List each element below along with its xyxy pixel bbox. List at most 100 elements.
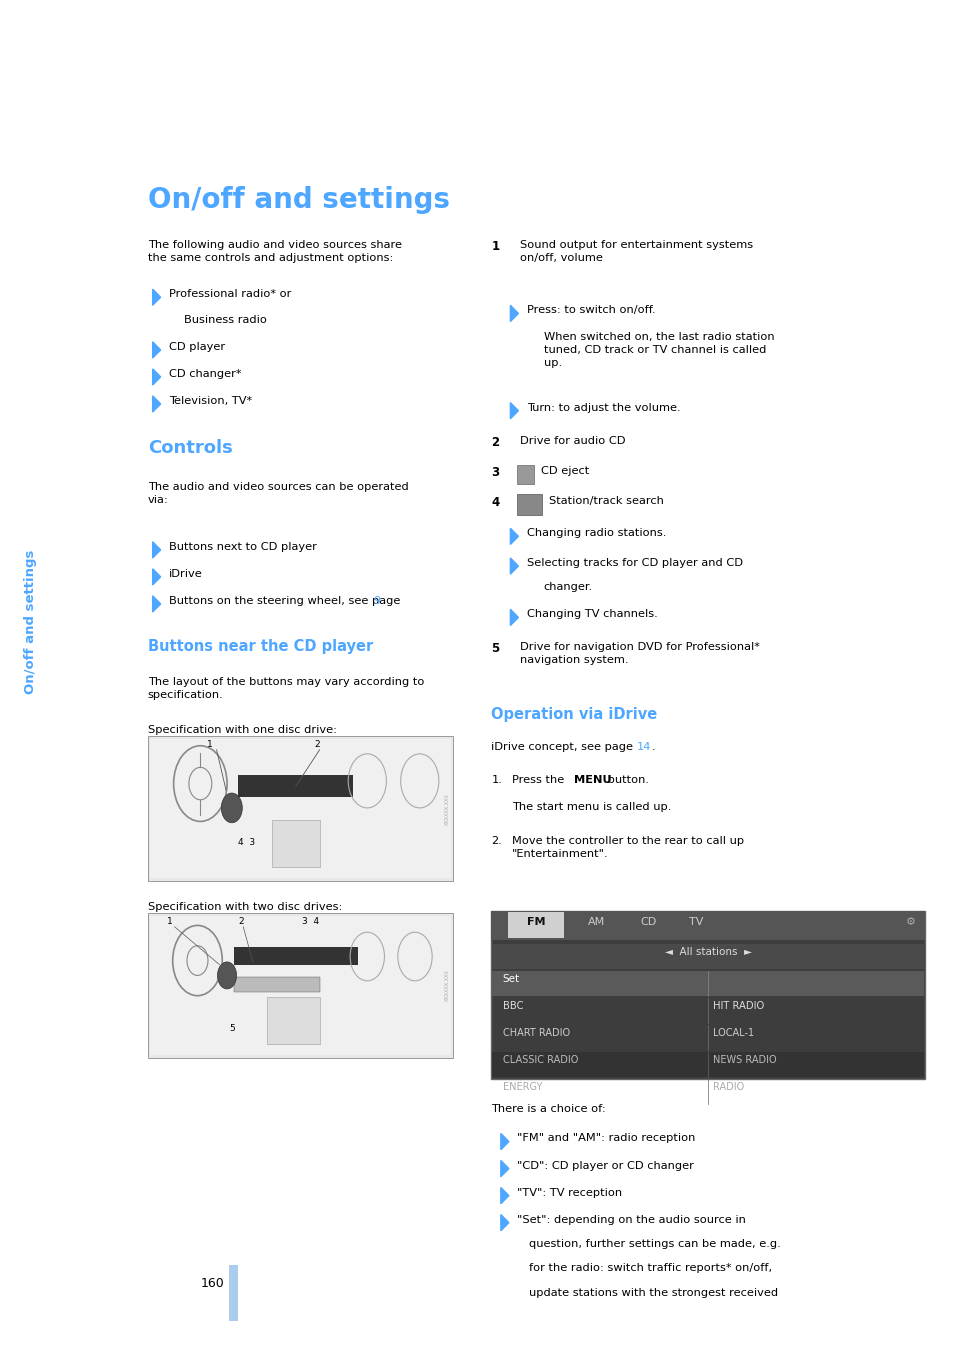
Bar <box>238 775 353 797</box>
Text: The following audio and video sources share
the same controls and adjustment opt: The following audio and video sources sh… <box>148 240 401 263</box>
Text: "CD": CD player or CD changer: "CD": CD player or CD changer <box>517 1161 693 1170</box>
Bar <box>491 911 924 1079</box>
Text: CD changer*: CD changer* <box>169 369 241 378</box>
Text: Drive for audio CD: Drive for audio CD <box>519 436 625 446</box>
Text: 2.: 2. <box>491 836 501 846</box>
Text: "FM" and "AM": radio reception: "FM" and "AM": radio reception <box>517 1133 695 1143</box>
Text: Selecting tracks for CD player and CD: Selecting tracks for CD player and CD <box>526 558 741 567</box>
Text: XXXXXX.XXX: XXXXXX.XXX <box>445 970 450 1001</box>
Polygon shape <box>152 569 160 585</box>
Text: Drive for navigation DVD for Professional*
navigation system.: Drive for navigation DVD for Professiona… <box>519 642 759 665</box>
Text: question, further settings can be made, e.g.: question, further settings can be made, … <box>529 1239 781 1248</box>
Bar <box>517 494 541 515</box>
Bar <box>272 820 319 867</box>
Text: Business radio: Business radio <box>184 315 267 324</box>
Bar <box>267 997 319 1044</box>
Text: "TV": TV reception: "TV": TV reception <box>517 1188 621 1197</box>
Bar <box>492 971 923 996</box>
Text: MENU: MENU <box>574 775 611 785</box>
Text: Professional radio* or: Professional radio* or <box>169 289 291 299</box>
Text: XXXXXX.XXX: XXXXXX.XXX <box>445 793 450 824</box>
Text: Station/track search: Station/track search <box>548 496 662 505</box>
Text: 2: 2 <box>491 436 499 450</box>
Text: 3: 3 <box>491 466 499 480</box>
Text: button.: button. <box>603 775 648 785</box>
Text: 1: 1 <box>207 740 213 750</box>
Text: 9: 9 <box>373 596 380 605</box>
Text: On/off and settings: On/off and settings <box>24 550 37 693</box>
Bar <box>233 977 319 992</box>
Text: The start menu is called up.: The start menu is called up. <box>512 802 671 812</box>
Text: Operation via iDrive: Operation via iDrive <box>491 707 657 721</box>
Text: NEWS RADIO: NEWS RADIO <box>713 1055 776 1065</box>
Bar <box>233 947 357 965</box>
Text: Turn: to adjust the volume.: Turn: to adjust the volume. <box>526 403 679 412</box>
Text: update stations with the strongest received: update stations with the strongest recei… <box>529 1288 778 1297</box>
Bar <box>517 465 534 484</box>
Bar <box>492 944 923 969</box>
Polygon shape <box>152 342 160 358</box>
Polygon shape <box>510 609 517 626</box>
Text: .: . <box>651 742 655 751</box>
Text: TV: TV <box>688 917 703 927</box>
Polygon shape <box>510 558 517 574</box>
Text: Buttons near the CD player: Buttons near the CD player <box>148 639 373 654</box>
Polygon shape <box>510 305 517 322</box>
Text: Move the controller to the rear to call up
"Entertainment".: Move the controller to the rear to call … <box>512 836 743 859</box>
Polygon shape <box>152 289 160 305</box>
Text: Sound output for entertainment systems
on/off, volume: Sound output for entertainment systems o… <box>519 240 752 263</box>
Text: ◄  All stations  ►: ◄ All stations ► <box>664 947 751 957</box>
Polygon shape <box>500 1133 508 1150</box>
Text: The audio and video sources can be operated
via:: The audio and video sources can be opera… <box>148 482 408 505</box>
Text: for the radio: switch traffic reports* on/off,: for the radio: switch traffic reports* o… <box>529 1263 772 1273</box>
Text: Changing radio stations.: Changing radio stations. <box>526 528 665 538</box>
Text: HIT RADIO: HIT RADIO <box>713 1001 763 1011</box>
Text: ENERGY: ENERGY <box>502 1082 541 1092</box>
Text: 1: 1 <box>167 917 172 927</box>
Text: Press the: Press the <box>512 775 568 785</box>
Text: 2: 2 <box>238 917 244 927</box>
Text: When switched on, the last radio station
tuned, CD track or TV channel is called: When switched on, the last radio station… <box>543 332 774 367</box>
Polygon shape <box>152 369 160 385</box>
Polygon shape <box>500 1161 508 1177</box>
Circle shape <box>221 793 242 823</box>
Bar <box>148 913 453 1058</box>
Text: Controls: Controls <box>148 439 233 457</box>
Text: 5: 5 <box>229 1024 234 1034</box>
Text: There is a choice of:: There is a choice of: <box>491 1104 605 1113</box>
Circle shape <box>217 962 236 989</box>
Bar <box>491 911 924 940</box>
Bar <box>229 1265 237 1321</box>
Bar <box>508 912 563 938</box>
Polygon shape <box>510 528 517 544</box>
Polygon shape <box>152 542 160 558</box>
Text: Set: Set <box>502 974 519 984</box>
Text: "Set": depending on the audio source in: "Set": depending on the audio source in <box>517 1215 745 1224</box>
Text: iDrive concept, see page: iDrive concept, see page <box>491 742 637 751</box>
Text: ⚙: ⚙ <box>905 917 915 927</box>
Text: CD eject: CD eject <box>540 466 589 476</box>
Text: Press: to switch on/off.: Press: to switch on/off. <box>526 305 655 315</box>
Bar <box>150 739 451 878</box>
Text: On/off and settings: On/off and settings <box>148 186 450 215</box>
Text: CD player: CD player <box>169 342 225 351</box>
Text: The layout of the buttons may vary according to
specification.: The layout of the buttons may vary accor… <box>148 677 424 700</box>
Text: Buttons next to CD player: Buttons next to CD player <box>169 542 316 551</box>
Polygon shape <box>510 403 517 419</box>
Text: CHART RADIO: CHART RADIO <box>502 1028 569 1038</box>
Text: iDrive: iDrive <box>169 569 202 578</box>
Bar <box>492 1052 923 1077</box>
Bar <box>150 916 451 1055</box>
Text: BBC: BBC <box>502 1001 522 1011</box>
Text: 3  4: 3 4 <box>302 917 319 927</box>
Text: Television, TV*: Television, TV* <box>169 396 252 405</box>
Polygon shape <box>500 1215 508 1231</box>
Text: CD: CD <box>639 917 657 927</box>
Text: 1: 1 <box>491 240 499 254</box>
Text: changer.: changer. <box>543 582 593 592</box>
Text: CLASSIC RADIO: CLASSIC RADIO <box>502 1055 578 1065</box>
Polygon shape <box>152 396 160 412</box>
Polygon shape <box>152 596 160 612</box>
Text: 4  3: 4 3 <box>238 838 255 847</box>
Text: Buttons on the steering wheel, see page: Buttons on the steering wheel, see page <box>169 596 403 605</box>
